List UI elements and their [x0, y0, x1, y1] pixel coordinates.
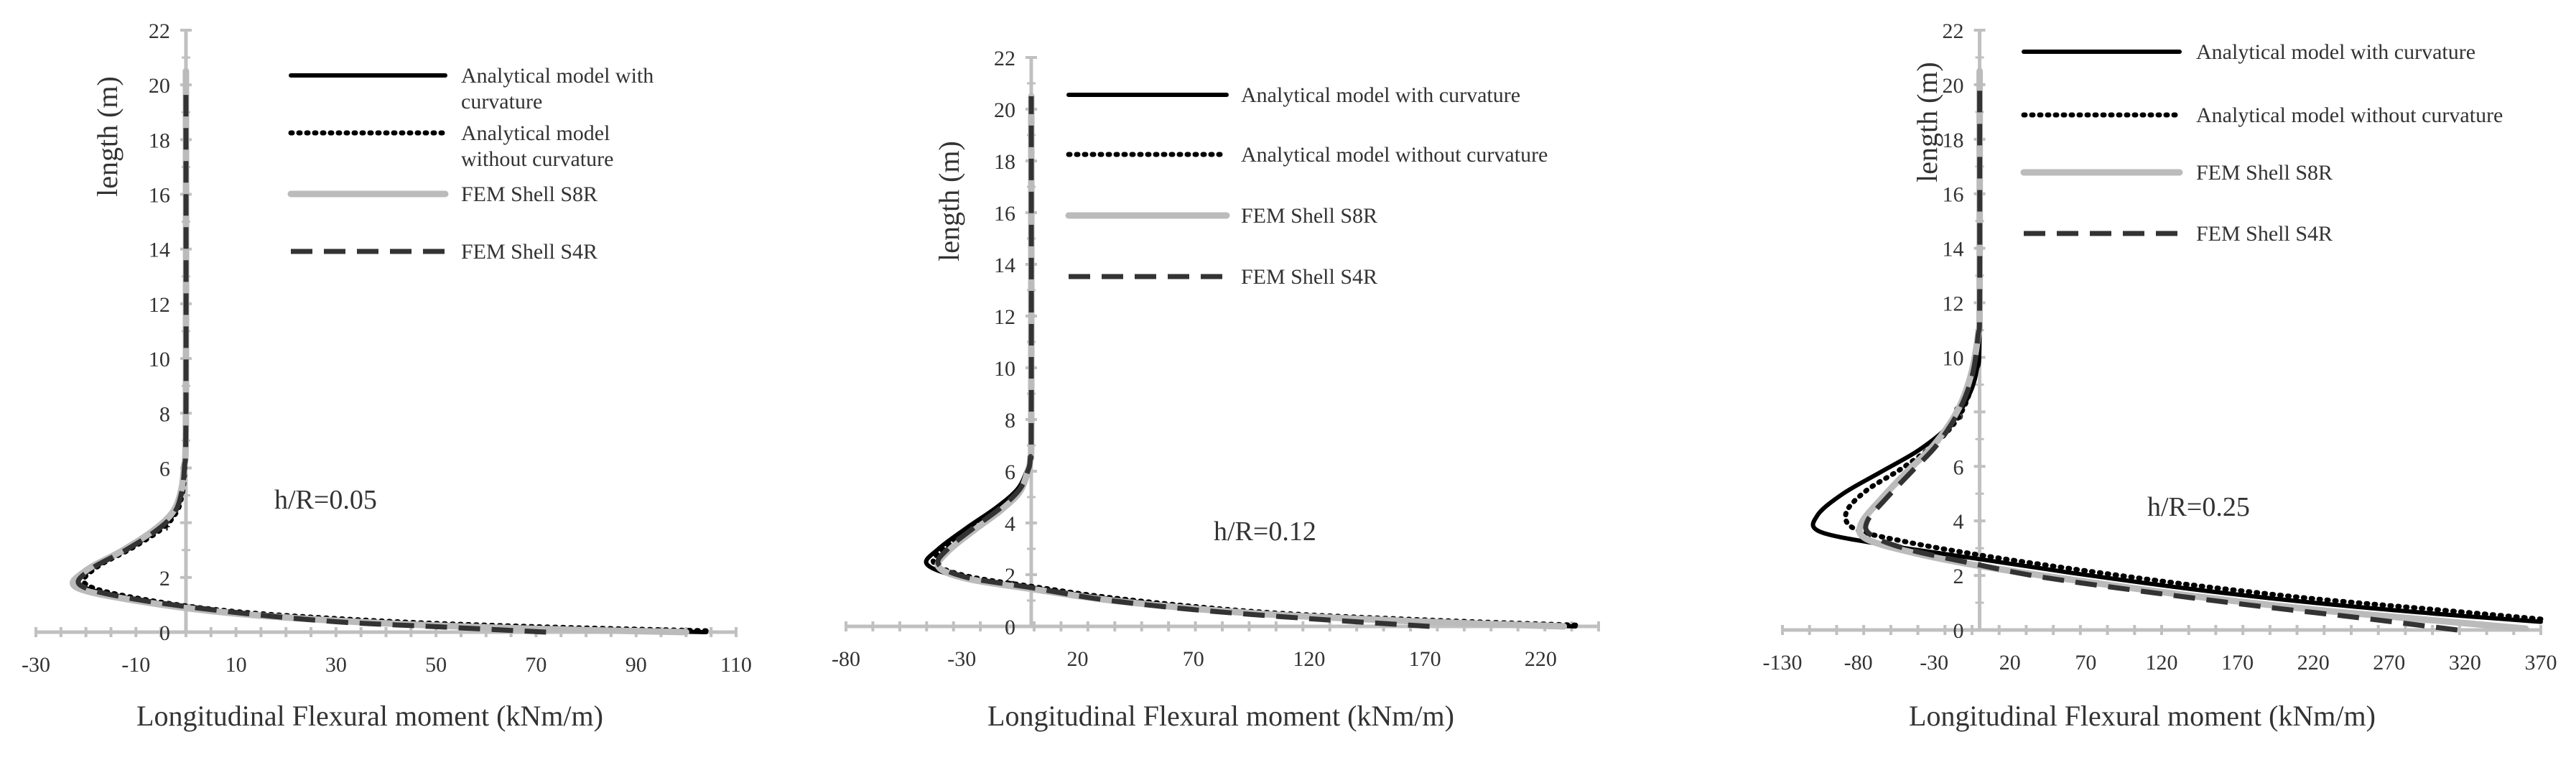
legend-label: FEM Shell S4R [1241, 265, 1377, 289]
chart-panel-2: -80 -30 20 70 120 170 2200246810121416182022An… [832, 47, 1600, 732]
x-tick-label: -30 [947, 647, 976, 671]
legend: Analytical model with curvature Analytica… [1065, 83, 1548, 289]
legend-label: FEM Shell S8R [1241, 204, 1377, 228]
x-tick-label: -30 [22, 653, 50, 677]
x-tick-label: -80 [1844, 651, 1873, 675]
x-tick-label: 90 [626, 653, 647, 677]
x-tick-label: 70 [525, 653, 547, 677]
y-tick-label: 22 [149, 19, 170, 43]
x-axis-title: Longitudinal Flexural moment (kNm/m) [987, 700, 1454, 732]
y-tick-label: 16 [149, 184, 170, 208]
y-tick-label: 22 [994, 47, 1015, 70]
x-tick-label: 20 [1066, 647, 1088, 671]
y-tick-label: 22 [1943, 19, 1964, 43]
y-axis-title: length (m) [933, 141, 965, 261]
y-tick-label: 10 [994, 357, 1015, 381]
y-tick-label: 14 [1943, 238, 1964, 261]
x-tick-label: 370 [2525, 651, 2557, 675]
legend-label: Analytical model with curvature [2196, 40, 2475, 64]
y-tick-label: 2 [159, 567, 170, 590]
y-tick-label: 16 [1943, 183, 1964, 207]
x-tick-label: 70 [1183, 647, 1204, 671]
chart-panel-3: -130 -80 -30 20 70 120 170 220 270 320 37002468101… [1763, 19, 2557, 732]
x-tick-label: 120 [2146, 651, 2178, 675]
legend-label: Analytical model without curvature [1241, 143, 1548, 167]
y-tick-label: 14 [149, 238, 170, 262]
x-tick-label: 30 [325, 653, 347, 677]
x-tick-label: 110 [720, 653, 752, 677]
x-tick-label: 10 [225, 653, 247, 677]
x-tick-label: 70 [2075, 651, 2096, 675]
x-tick-label: -80 [832, 647, 860, 671]
x-tick-label: 220 [2297, 651, 2330, 675]
legend-label: Analytical model with curvature [1241, 83, 1520, 107]
y-tick-label: 6 [1005, 460, 1015, 484]
y-tick-label: 12 [149, 293, 170, 317]
x-axis-title: Longitudinal Flexural moment (kNm/m) [136, 700, 603, 732]
x-tick-label: -10 [121, 653, 150, 677]
x-tick-label: -30 [1920, 651, 1948, 675]
x-tick-label: -130 [1763, 651, 1803, 675]
y-axis-title: length (m) [91, 76, 124, 197]
x-tick-label: 220 [1525, 647, 1557, 671]
legend-label: FEM Shell S4R [461, 240, 597, 264]
y-tick-label: 0 [159, 621, 170, 645]
legend-label: FEM Shell S4R [2196, 222, 2333, 246]
y-tick-label: 18 [994, 150, 1015, 174]
x-tick-label: 170 [2221, 651, 2254, 675]
legend-label: Analytical model without curvature [461, 121, 613, 171]
annotation-hr: h/R=0.25 [2147, 492, 2250, 522]
y-tick-label: 20 [1943, 74, 1964, 98]
y-tick-label: 6 [159, 457, 170, 481]
y-tick-label: 16 [994, 202, 1015, 226]
y-tick-label: 12 [994, 305, 1015, 329]
y-tick-label: 4 [1953, 510, 1964, 534]
y-axis-title: length (m) [1911, 62, 1943, 182]
y-tick-label: 20 [994, 98, 1015, 122]
y-tick-label: 12 [1943, 292, 1964, 316]
y-tick-label: 8 [1005, 409, 1015, 432]
annotation-hr: h/R=0.12 [1214, 516, 1316, 547]
legend-label: FEM Shell S8R [461, 182, 597, 206]
y-tick-label: 2 [1953, 565, 1964, 588]
y-tick-label: 0 [1005, 616, 1015, 639]
annotation-hr: h/R=0.05 [274, 485, 377, 515]
x-axis-title: Longitudinal Flexural moment (kNm/m) [1909, 700, 2376, 732]
y-tick-label: 18 [149, 129, 170, 152]
legend-label: FEM Shell S8R [2196, 161, 2333, 185]
legend: Analytical model with curvature Analytical… [287, 64, 654, 264]
series-line-4 [935, 96, 1430, 629]
legend-label: Analytical model without curvature [2196, 103, 2503, 127]
y-tick-label: 20 [149, 74, 170, 98]
y-tick-label: 14 [994, 254, 1015, 277]
y-tick-label: 10 [149, 348, 170, 371]
legend: Analytical model with curvature Analytica… [2020, 40, 2503, 246]
series-line-4 [75, 85, 547, 635]
y-tick-label: 10 [1943, 346, 1964, 370]
x-tick-label: 320 [2449, 651, 2481, 675]
x-tick-label: 50 [425, 653, 447, 677]
chart-panel-1: -30 -10 10 30 50 70 90 1100246810121416182022An… [22, 19, 752, 732]
x-tick-label: 170 [1409, 647, 1441, 671]
legend-label: Analytical model with curvature [461, 64, 654, 113]
y-tick-label: 4 [1005, 512, 1015, 536]
y-tick-label: 8 [159, 402, 170, 426]
x-tick-label: 20 [1999, 651, 2021, 675]
y-tick-label: 6 [1953, 455, 1964, 479]
series-line-4 [1863, 84, 2458, 633]
series-line-3 [70, 68, 689, 636]
series-line-1 [924, 94, 1578, 629]
x-tick-label: 270 [2373, 651, 2405, 675]
y-tick-label: 0 [1953, 619, 1964, 643]
y-tick-label: 18 [1943, 129, 1964, 152]
x-tick-label: 120 [1293, 647, 1325, 671]
